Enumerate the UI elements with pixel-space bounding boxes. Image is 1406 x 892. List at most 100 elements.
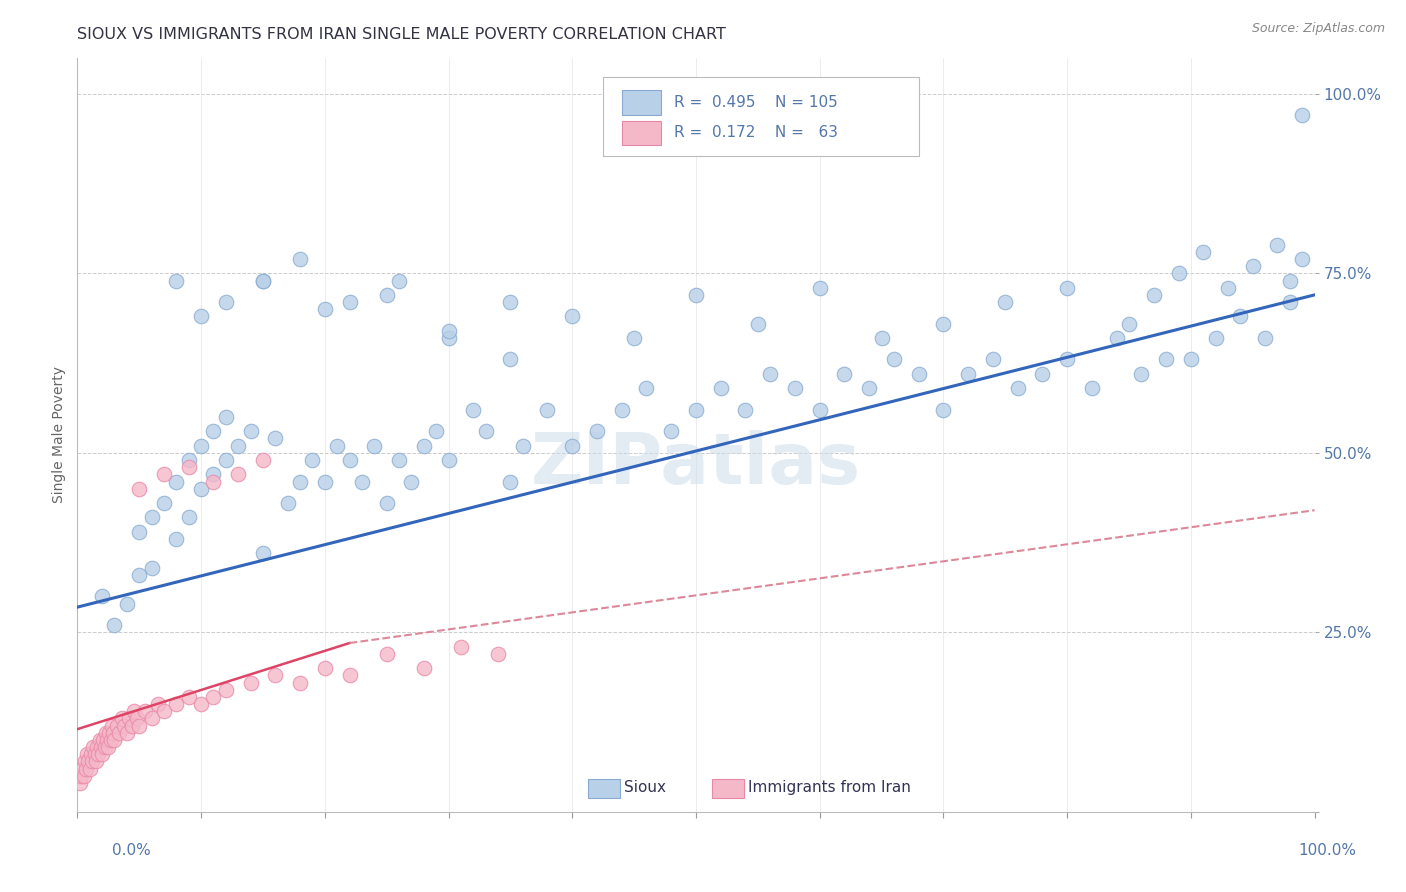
Point [450, 640, 472, 654]
Point [1278, 273, 1301, 287]
Point [339, 668, 361, 682]
Point [1105, 331, 1128, 345]
Point [907, 367, 929, 381]
Point [412, 661, 434, 675]
Point [1031, 367, 1053, 381]
Point [561, 310, 583, 324]
Point [783, 381, 806, 395]
Text: Source: ZipAtlas.com: Source: ZipAtlas.com [1251, 22, 1385, 36]
Point [91, 733, 114, 747]
Point [69, 776, 91, 790]
Text: SIOUX VS IMMIGRANTS FROM IRAN SINGLE MALE POVERTY CORRELATION CHART: SIOUX VS IMMIGRANTS FROM IRAN SINGLE MAL… [77, 27, 727, 42]
Point [1081, 381, 1104, 395]
Point [1216, 281, 1239, 295]
Point [82, 755, 104, 769]
Point [90, 740, 112, 755]
Point [165, 273, 187, 287]
Point [70, 769, 93, 783]
Point [215, 295, 238, 310]
Point [105, 718, 128, 732]
Point [1291, 252, 1313, 266]
Point [437, 453, 460, 467]
Point [100, 733, 122, 747]
Text: ZIPatlas: ZIPatlas [531, 431, 860, 500]
Point [759, 367, 782, 381]
Point [115, 597, 138, 611]
Text: R =  0.172    N =   63: R = 0.172 N = 63 [673, 125, 838, 140]
Point [128, 482, 150, 496]
Point [437, 331, 460, 345]
Point [190, 697, 212, 711]
Point [388, 273, 411, 287]
Point [77, 755, 100, 769]
Point [363, 439, 385, 453]
Point [82, 740, 104, 755]
Point [125, 711, 148, 725]
Point [215, 453, 238, 467]
Point [75, 762, 97, 776]
Point [1056, 281, 1078, 295]
Point [98, 725, 121, 739]
Point [91, 747, 114, 762]
Point [239, 424, 262, 438]
Point [636, 381, 658, 395]
Point [76, 747, 98, 762]
Text: Immigrants from Iran: Immigrants from Iran [748, 780, 911, 795]
Point [141, 510, 163, 524]
Point [226, 439, 249, 453]
Point [165, 532, 187, 546]
Point [103, 733, 125, 747]
Point [499, 352, 522, 367]
Point [734, 402, 756, 417]
Point [112, 718, 135, 732]
Point [202, 475, 225, 489]
Point [1291, 108, 1313, 122]
Point [146, 697, 169, 711]
Point [610, 402, 633, 417]
Point [747, 317, 769, 331]
Point [499, 295, 522, 310]
Point [486, 647, 509, 661]
Point [808, 402, 831, 417]
FancyBboxPatch shape [711, 779, 744, 798]
Point [1267, 237, 1289, 252]
Point [401, 475, 423, 489]
Point [165, 475, 187, 489]
Point [1154, 352, 1177, 367]
Point [710, 381, 733, 395]
Point [1130, 367, 1153, 381]
Point [1056, 352, 1078, 367]
Point [80, 747, 103, 762]
Point [103, 618, 125, 632]
Point [190, 482, 212, 496]
Point [412, 439, 434, 453]
Point [103, 725, 125, 739]
Point [134, 704, 156, 718]
Point [264, 668, 287, 682]
Point [314, 302, 336, 317]
Point [288, 675, 311, 690]
Point [215, 682, 238, 697]
Point [202, 690, 225, 704]
Point [808, 281, 831, 295]
Point [111, 711, 134, 725]
Point [122, 704, 145, 718]
Point [314, 475, 336, 489]
Point [561, 439, 583, 453]
Point [536, 402, 558, 417]
Point [252, 546, 274, 560]
Point [177, 460, 200, 475]
Point [326, 439, 349, 453]
Point [252, 453, 274, 467]
Point [190, 439, 212, 453]
Point [121, 718, 143, 732]
Point [84, 755, 107, 769]
Y-axis label: Single Male Poverty: Single Male Poverty [52, 367, 66, 503]
Point [957, 367, 980, 381]
FancyBboxPatch shape [621, 90, 661, 114]
Point [177, 510, 200, 524]
Point [512, 439, 534, 453]
Point [153, 704, 176, 718]
Point [858, 381, 880, 395]
Point [994, 295, 1017, 310]
